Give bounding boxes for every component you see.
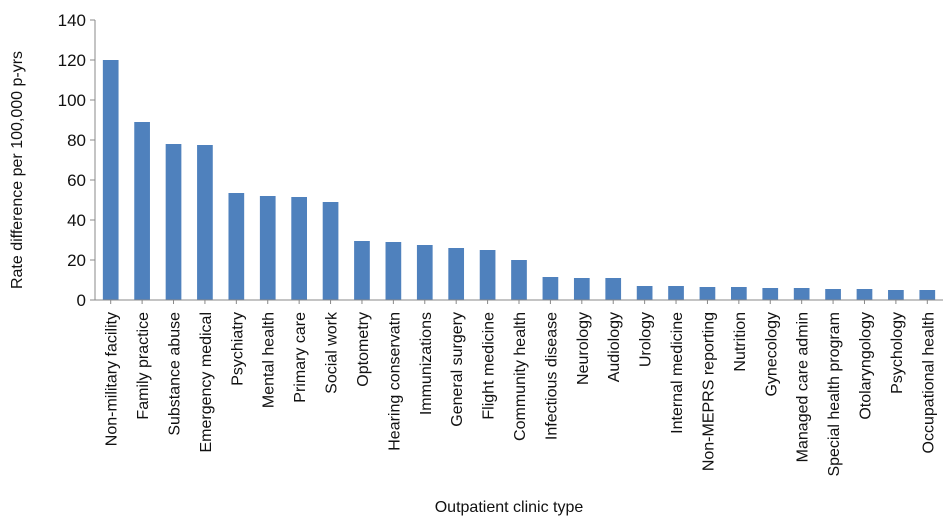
bar-audiology (605, 278, 622, 300)
y-tick-label: 100 (58, 91, 86, 110)
bar-primary-care (291, 197, 307, 300)
bar-psychology (888, 290, 904, 300)
x-tick-label: Special health program (826, 312, 843, 477)
x-tick-label: Audiology (606, 312, 623, 382)
y-tick-label: 40 (67, 211, 86, 230)
x-tick-label: Managed care admin (795, 312, 812, 462)
x-tick-label: Emergency medical (198, 312, 215, 453)
bar-infectious-disease (542, 277, 559, 300)
x-tick-label: Immunizations (418, 312, 435, 415)
bar-social-work (322, 202, 339, 300)
bar-emergency-medical (197, 145, 213, 300)
y-tick-label: 60 (67, 171, 86, 190)
bar-otolaryngology (856, 289, 873, 300)
bar-non-military-facility (102, 60, 119, 300)
x-tick-label: Psychology (889, 312, 906, 394)
bar-community-health (511, 260, 527, 300)
x-tick-label: Mental health (261, 312, 278, 408)
x-tick-label: Non-military facility (104, 312, 121, 446)
x-tick-labels: Non-military facility Family practice Subs… (104, 311, 938, 477)
bar-immunizations (416, 245, 433, 300)
x-tick-label: Psychiatry (229, 312, 246, 386)
y-tick-label: 80 (67, 131, 86, 150)
bar-hearing-conservatn (385, 242, 402, 300)
bar-neurology (573, 278, 590, 300)
x-tick-label: Non-MEPRS reporting (700, 312, 717, 471)
bar-substance-abuse (165, 144, 182, 300)
x-tick-label: Hearing conservatn (386, 312, 403, 451)
x-tick-label: Family practice (135, 312, 152, 420)
y-axis-label: Rate difference per 100,000 p-yrs (9, 51, 26, 289)
x-tick-label: Social work (324, 311, 341, 394)
y-tick-label: 20 (67, 251, 86, 270)
x-tick-label: Infectious disease (543, 312, 560, 440)
y-tick-labels: 0 20 40 60 80 100 120 140 (58, 11, 86, 310)
x-tick-label: Otolaryngology (857, 312, 874, 420)
bar-mental-health (259, 196, 276, 300)
x-tick-label: Primary care (292, 312, 309, 403)
bar-nutrition (731, 287, 747, 300)
x-tick-label: General surgery (449, 312, 466, 427)
x-tick-label: Urology (638, 312, 655, 367)
x-tick-label: Neurology (575, 312, 592, 385)
x-tick-label: Optometry (355, 312, 372, 387)
x-tick-label: Internal medicine (669, 312, 686, 434)
bar-psychiatry (228, 193, 245, 300)
x-tick-label: Gynecology (763, 312, 780, 397)
bar-family-practice (134, 122, 150, 300)
bar-special-health-program (825, 289, 841, 300)
x-tick-label: Flight medicine (481, 312, 498, 420)
bar-managed-care-admin (793, 288, 810, 300)
bar-occupational-health (919, 290, 936, 300)
y-tick-label: 140 (58, 11, 86, 30)
x-tick-label: Nutrition (732, 312, 749, 372)
bar-general-surgery (448, 248, 465, 300)
y-tick-label: 120 (58, 51, 86, 70)
bar-internal-medicine (668, 286, 684, 300)
bar-urology (636, 286, 653, 300)
x-tick-label: Community health (512, 312, 529, 441)
axes (90, 19, 943, 304)
bar-non-meprs-reporting (699, 287, 716, 300)
bar-gynecology (762, 288, 779, 300)
y-tick-label: 0 (77, 291, 86, 310)
x-axis-label: Outpatient clinic type (435, 499, 584, 516)
bar-optometry (354, 241, 370, 300)
bars (102, 60, 936, 300)
bar-flight-medicine (479, 250, 496, 300)
x-tick-label: Occupational health (920, 312, 937, 453)
x-tick-label: Substance abuse (167, 312, 184, 436)
